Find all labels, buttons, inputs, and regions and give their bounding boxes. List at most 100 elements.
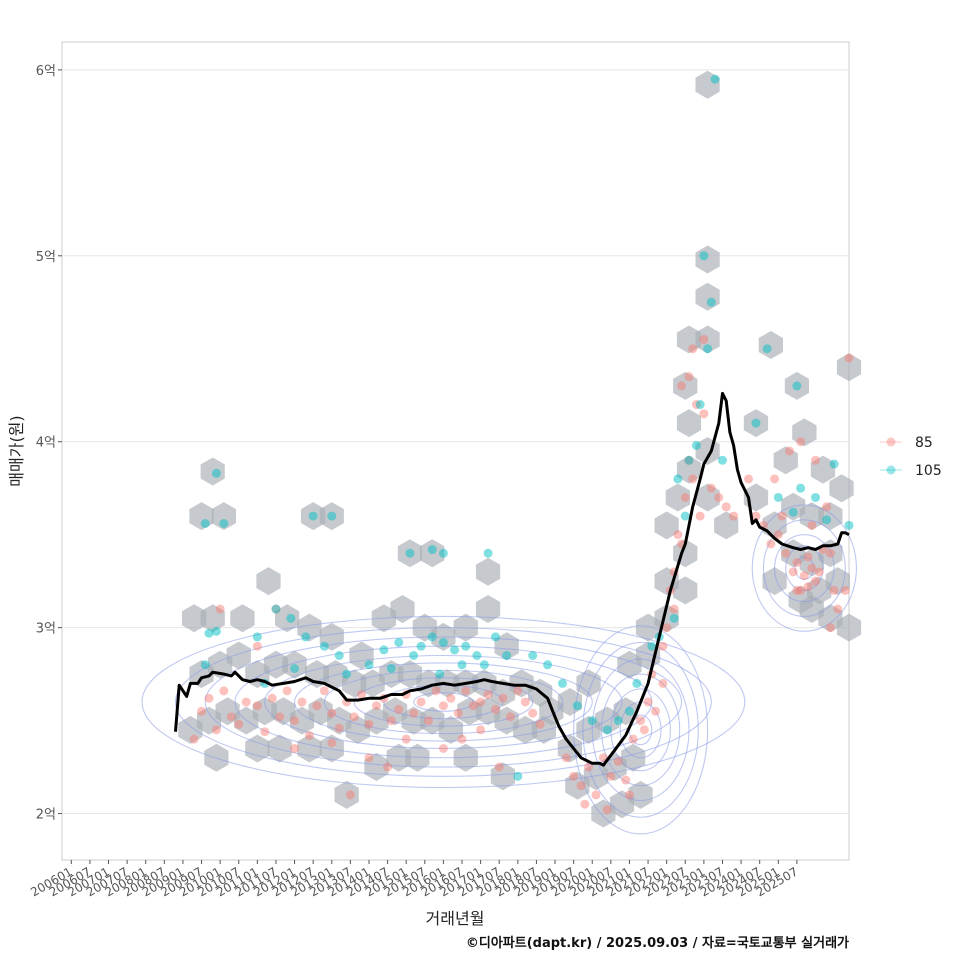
hexbin <box>196 706 222 735</box>
point-85 <box>803 582 813 592</box>
point-85 <box>561 753 571 763</box>
point-85 <box>409 708 419 718</box>
point-85 <box>528 708 538 718</box>
density-contour <box>323 669 564 735</box>
hexbin <box>226 641 251 670</box>
plot-panel <box>61 41 862 861</box>
point-105 <box>710 74 720 84</box>
density-contour <box>294 662 593 742</box>
point-85 <box>777 511 787 521</box>
point-85 <box>312 701 322 711</box>
point-105 <box>483 548 493 558</box>
point-85 <box>476 697 486 707</box>
point-85 <box>773 530 783 540</box>
legend-label-85: 85 <box>915 435 933 451</box>
point-105 <box>691 440 701 450</box>
point-105 <box>200 519 210 529</box>
point-85 <box>446 693 456 703</box>
hexbin <box>673 371 698 400</box>
point-85 <box>364 753 374 763</box>
point-85 <box>491 704 501 714</box>
y-tick-label: 2억 <box>36 808 56 823</box>
point-85 <box>695 511 705 521</box>
point-85 <box>498 693 508 703</box>
point-85 <box>345 790 355 800</box>
density-contour <box>383 684 504 720</box>
legend-item-85: 85 <box>880 435 933 451</box>
scatter-series-105 <box>200 74 854 781</box>
point-85 <box>751 511 761 521</box>
hexbin <box>256 567 281 596</box>
point-105 <box>602 725 612 735</box>
point-105 <box>327 511 337 521</box>
point-105 <box>479 660 489 670</box>
point-85 <box>260 727 270 737</box>
density-contour <box>582 641 699 818</box>
hexbin <box>345 715 370 744</box>
point-105 <box>773 492 783 502</box>
point-105 <box>457 660 467 670</box>
point-85 <box>602 805 612 815</box>
x-axis-title: 거래년월 <box>426 909 485 928</box>
hexbin <box>475 595 501 623</box>
hexbin <box>252 697 277 726</box>
hexbin <box>475 697 501 726</box>
point-105 <box>491 632 501 642</box>
point-105 <box>673 474 683 484</box>
point-85 <box>811 576 821 586</box>
hexbin <box>245 734 270 763</box>
hexbin <box>308 697 333 726</box>
hexbin <box>364 706 389 735</box>
point-85 <box>651 706 661 716</box>
point-105 <box>669 613 679 623</box>
point-85 <box>204 693 214 703</box>
point-105 <box>811 492 821 502</box>
point-105 <box>286 613 296 623</box>
point-85 <box>796 585 806 595</box>
hexbin <box>676 325 702 354</box>
hexbin <box>673 576 698 605</box>
density-contour <box>204 636 683 768</box>
point-105 <box>829 459 839 469</box>
point-85 <box>234 719 244 729</box>
point-85 <box>394 704 404 714</box>
hexbin <box>401 706 426 735</box>
point-105 <box>409 651 419 660</box>
point-105 <box>342 669 352 679</box>
density-contour <box>353 677 534 727</box>
point-85 <box>364 719 374 729</box>
point-85 <box>290 716 300 726</box>
point-85 <box>424 716 434 726</box>
point-105 <box>796 483 806 493</box>
hexbin <box>676 455 702 484</box>
point-105 <box>211 468 221 478</box>
point-105 <box>613 716 623 726</box>
point-85 <box>680 492 690 502</box>
point-105 <box>557 678 567 688</box>
hexbin <box>792 418 817 447</box>
density-contour <box>141 615 746 789</box>
point-85 <box>226 712 236 722</box>
point-105 <box>204 628 214 638</box>
hexbin <box>319 734 344 763</box>
point-105 <box>271 604 281 614</box>
point-85 <box>189 734 199 744</box>
legend-item-105: 105 <box>880 463 942 479</box>
point-105 <box>528 651 538 660</box>
point-105 <box>822 515 832 525</box>
point-105 <box>624 706 634 716</box>
point-85 <box>792 585 802 595</box>
hexbin <box>182 604 207 633</box>
point-85 <box>639 725 649 735</box>
point-105 <box>427 545 437 555</box>
point-85 <box>584 762 594 772</box>
point-85 <box>457 734 467 744</box>
hexbin <box>810 455 836 484</box>
point-85 <box>520 697 530 707</box>
hexbin <box>472 669 497 698</box>
hexbin <box>490 762 516 791</box>
point-85 <box>438 743 448 753</box>
hexbin <box>676 409 702 438</box>
hexbin <box>799 502 824 531</box>
density-contour <box>751 504 857 632</box>
